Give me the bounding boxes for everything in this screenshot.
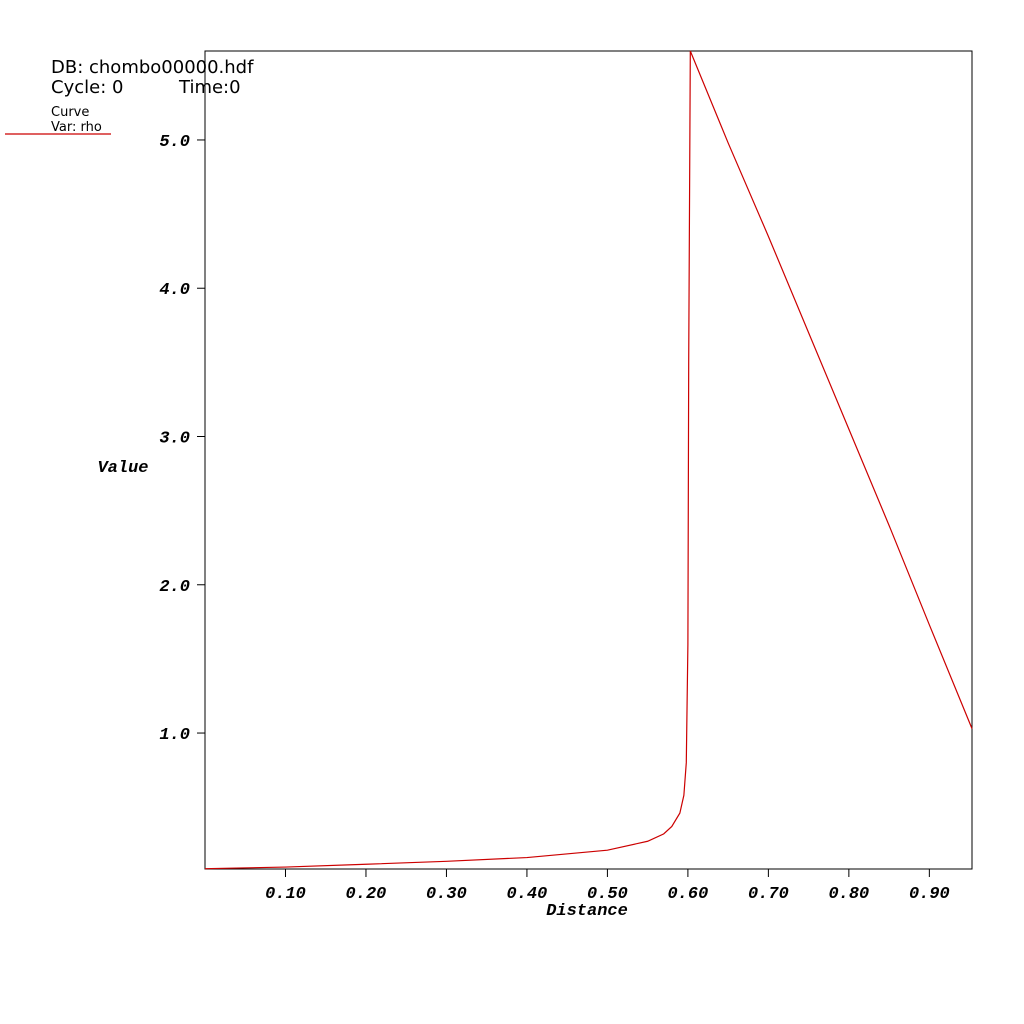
x-tick-label: 0.70 (748, 885, 789, 904)
time-annotation: Time:0 (178, 77, 241, 98)
x-tick-label: 0.20 (346, 885, 387, 904)
y-tick-label: 1.0 (159, 726, 190, 745)
x-tick-label: 0.40 (507, 885, 548, 904)
x-tick-label: 0.60 (667, 885, 708, 904)
legend-title: Curve (51, 105, 89, 120)
y-tick-label: 5.0 (159, 133, 190, 152)
data-line (204, 50, 973, 870)
y-tick-label: 3.0 (159, 429, 190, 448)
x-tick-label: 0.80 (828, 885, 869, 904)
cycle-annotation: Cycle: 0 (51, 77, 123, 98)
db-annotation: DB: chombo00000.hdf (51, 57, 254, 78)
plot-frame (204, 50, 973, 870)
y-tick-label: 2.0 (159, 578, 190, 597)
legend-label: Var: rho (51, 120, 102, 135)
x-tick-label: 0.10 (265, 885, 306, 904)
y-axis-label: Value (97, 459, 148, 478)
y-tick-label: 4.0 (159, 281, 190, 300)
x-axis-label: Distance (546, 902, 628, 921)
x-tick-label: 0.30 (426, 885, 467, 904)
x-tick-label: 0.90 (909, 885, 950, 904)
x-tick-label: 0.50 (587, 885, 628, 904)
